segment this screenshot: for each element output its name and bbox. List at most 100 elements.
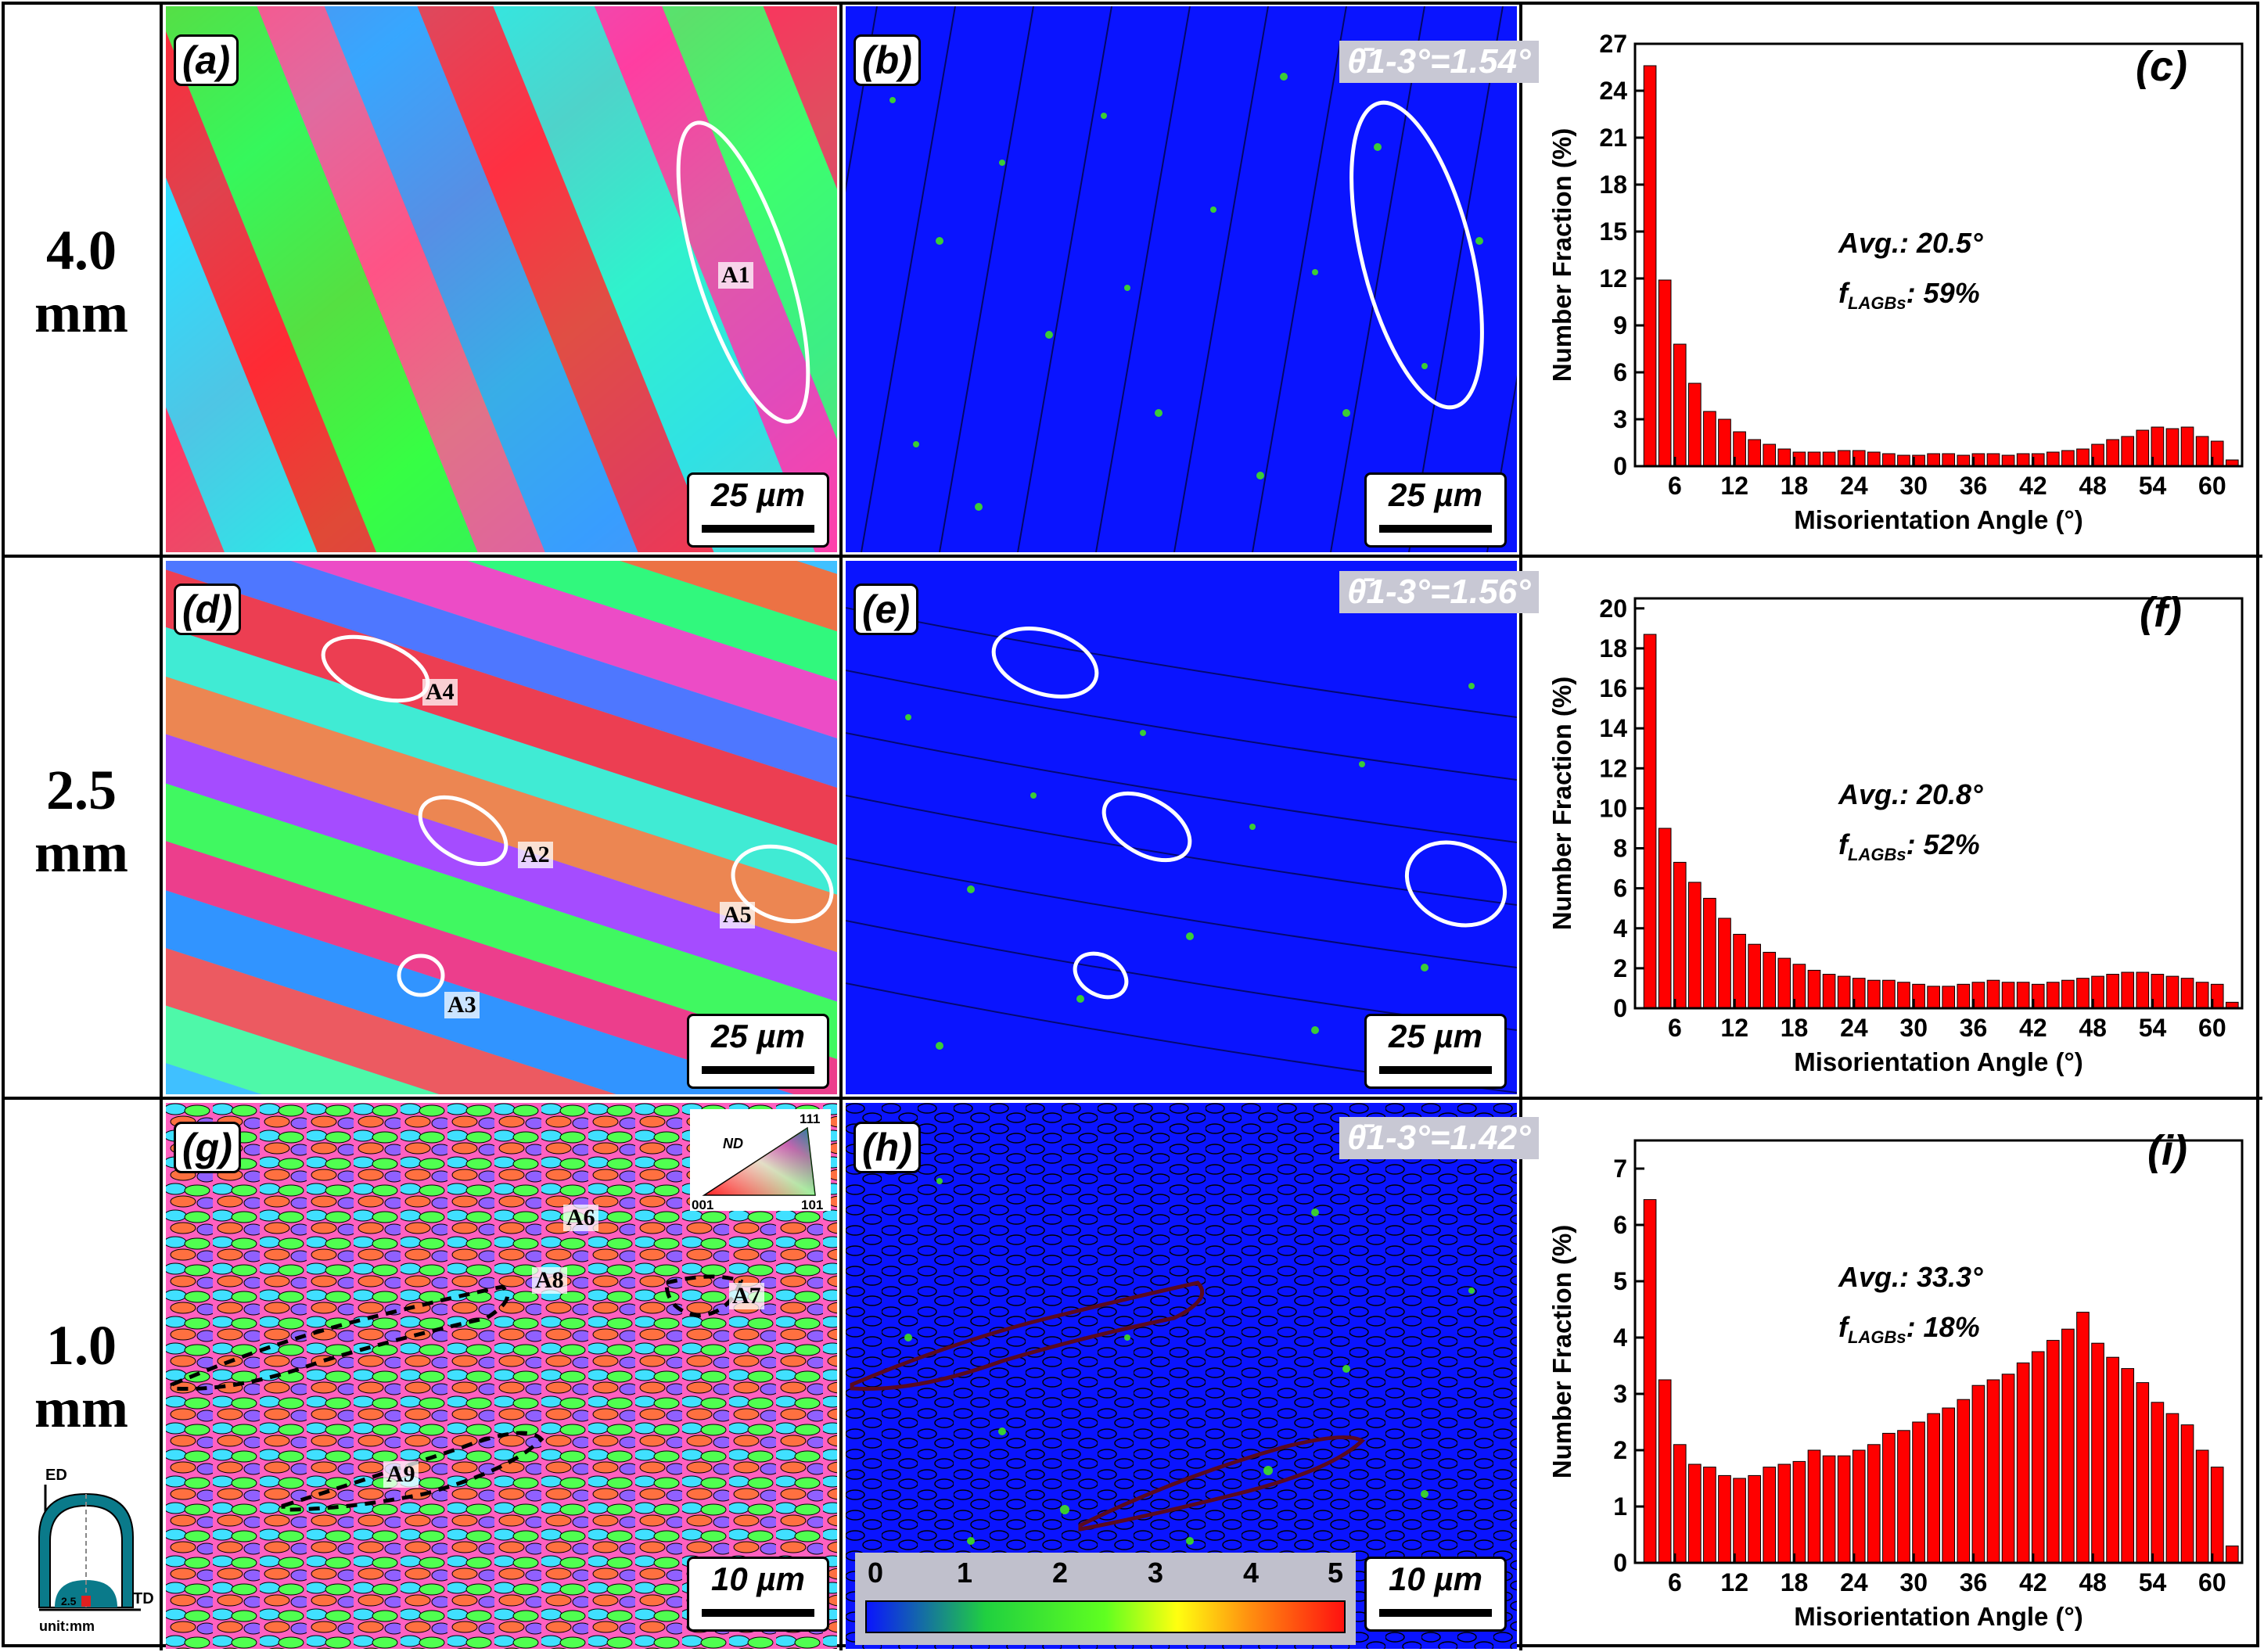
bar [1867,1444,1881,1564]
x-tick-label: 54 [2139,1014,2167,1042]
scale-bar-b: 25 µm [1364,472,1507,548]
y-tick-label: 6 [1613,1211,1627,1239]
bar [2121,971,2135,1009]
bar [2001,982,2015,1009]
x-tick-label: 60 [2198,472,2226,500]
bar [1882,979,1896,1009]
y-tick-label: 15 [1599,217,1627,246]
bar [2225,1545,2239,1564]
y-tick-label: 7 [1613,1155,1627,1183]
bar [2061,1328,2075,1564]
avg-value: : 20.8° [1899,778,1983,810]
y-tick-label: 8 [1613,835,1627,863]
divider-row-1 [2,555,2262,558]
bar [2076,1312,2090,1564]
bar [2016,453,2030,467]
bar [1927,986,1940,1009]
bar [2136,971,2150,1009]
row-thickness: 4.0 [46,219,117,282]
bar [2195,1449,2209,1564]
bar [2061,979,2075,1009]
x-tick-label: 12 [1720,472,1748,500]
y-tick-label: 1 [1613,1492,1627,1521]
bar [1792,1460,1806,1564]
x-tick-label: 6 [1668,472,1682,500]
bar [2106,974,2119,1009]
bar [2151,1402,2165,1564]
marker-a8: A8 [532,1267,567,1294]
bar [1658,828,1672,1009]
sample-orientation-inset: ED 2.5 TD unit:mm [38,1467,154,1634]
scale-bar-text: 25 µm [711,476,805,513]
marker-a5: A5 [720,902,755,928]
bar [1897,1430,1910,1564]
ipf-111-label: 111 [800,1112,821,1126]
row-label-4mm: 4.0 mm [11,219,152,344]
bar [1927,453,1940,467]
y-tick-label: 27 [1599,30,1627,58]
marker-a3: A3 [444,992,480,1018]
row-thickness: 2.5 [46,759,117,821]
panel-label-g: (g) [174,1122,241,1173]
y-tick-label: 21 [1599,124,1627,152]
avg-label: Avg. [1838,1261,1900,1293]
bar [1643,1199,1657,1564]
y-tick-label: 3 [1613,405,1627,433]
bar [1718,418,1731,467]
bar [1673,343,1687,467]
marker-a6: A6 [563,1205,598,1231]
x-tick-label: 42 [2019,1568,2047,1596]
bar [1703,1467,1716,1564]
bar [1971,1384,1985,1564]
stats-i: Avg.: 33.3° fLAGBs: 18% [1838,1261,1982,1348]
row-unit: mm [34,1377,128,1439]
y-tick-label: 2 [1613,954,1627,982]
x-tick-label: 60 [2198,1568,2226,1596]
kam-map-e [846,561,1517,1094]
row-unit: mm [34,282,128,344]
bar [1942,986,1956,1009]
bar [1867,451,1881,467]
bar [1882,453,1896,467]
stats-f: Avg.: 20.8° fLAGBs: 52% [1838,778,1982,865]
x-axis-label: Misorientation Angle (°) [1794,1047,2083,1076]
y-tick-label: 14 [1599,714,1627,742]
bar [2136,1382,2150,1564]
bar [1912,1421,1925,1564]
bar [1733,933,1746,1009]
y-tick-label: 18 [1599,634,1627,663]
x-tick-label: 24 [1840,472,1868,500]
bar [2195,436,2209,467]
scale-bar-text: 25 µm [1389,1018,1482,1054]
x-tick-label: 18 [1781,472,1809,500]
y-tick-label: 20 [1599,594,1627,623]
ebsd-map-a [166,6,837,552]
inset-td-label: TD [133,1590,154,1607]
bar [2016,982,2030,1009]
bar [1748,943,1761,1009]
bar [2091,1342,2104,1564]
panel-label-a: (a) [174,34,239,86]
inset-unit-label: unit:mm [39,1618,95,1634]
colorbar-tick: 2 [1052,1557,1069,1589]
bar [1718,1474,1731,1564]
x-tick-label: 12 [1720,1014,1748,1042]
bar [1837,450,1851,467]
bar [1942,1407,1956,1564]
y-tick-label: 3 [1613,1380,1627,1408]
bar [1733,1478,1746,1564]
y-tick-label: 6 [1613,874,1627,903]
bar [1777,957,1791,1009]
marker-a4: A4 [422,679,458,706]
x-tick-label: 54 [2139,472,2167,500]
scale-bar-e: 25 µm [1364,1014,1507,1089]
y-tick-label: 16 [1599,674,1627,702]
bar [1673,1444,1687,1564]
scale-bar-text: 25 µm [711,1018,805,1054]
bar [1957,983,1971,1009]
bar [1777,448,1791,467]
avg-label: Avg. [1838,778,1900,810]
bar [1763,1467,1777,1564]
